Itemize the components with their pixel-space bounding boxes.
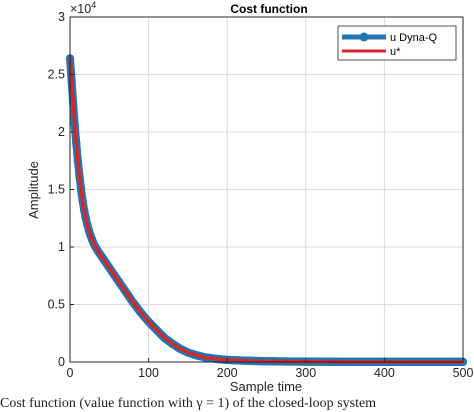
legend-label-ustar: u* <box>390 46 401 58</box>
chart-title: Cost function <box>230 2 307 16</box>
x-axis-title: Sample time <box>230 379 302 394</box>
x-tick-label: 500 <box>453 366 474 380</box>
y-tick-label: 0 <box>58 355 65 369</box>
x-tick-label: 200 <box>217 366 238 380</box>
cost-function-chart: 0 100 200 300 400 500 0 0.5 1 1.5 2 2.5 3 Cost funct… <box>26 0 474 394</box>
y-exponent-power: 4 <box>91 0 96 10</box>
x-tick-label: 100 <box>138 366 159 380</box>
legend-box <box>337 25 457 61</box>
y-exponent-base: ×10 <box>70 2 91 16</box>
x-tick-label: 0 <box>67 366 74 380</box>
y-tick-label: 2 <box>58 125 65 139</box>
y-axis-title: Amplitude <box>26 161 41 219</box>
series-line-ustar <box>68 58 463 364</box>
y-tick-label: 0.5 <box>48 298 65 312</box>
x-tick-label: 400 <box>374 366 395 380</box>
legend: u Dyna-Q u* <box>337 25 457 61</box>
y-tick-label: 1.5 <box>48 183 65 197</box>
legend-marker-dynaq <box>359 32 369 42</box>
y-exponent-label: ×104 <box>70 0 96 16</box>
legend-label-dynaq: u Dyna-Q <box>390 32 438 44</box>
y-tick-label: 1 <box>58 240 65 254</box>
figure-caption: Cost function (value function with γ = 1… <box>0 396 377 411</box>
y-tick-label: 3 <box>58 10 65 24</box>
x-tick-label: 300 <box>295 366 316 380</box>
y-tick-label: 2.5 <box>48 68 65 82</box>
ticks: 0 100 200 300 400 500 0 0.5 1 1.5 2 2.5 3 <box>48 10 474 380</box>
